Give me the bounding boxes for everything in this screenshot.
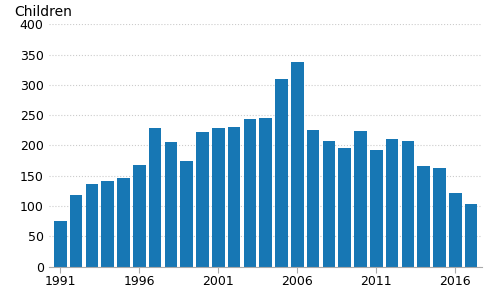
Text: Children: Children: [15, 5, 72, 19]
Bar: [70, 195, 82, 267]
Bar: [449, 193, 461, 267]
Bar: [259, 118, 272, 267]
Bar: [291, 62, 304, 267]
Bar: [323, 141, 335, 267]
Bar: [54, 221, 66, 267]
Bar: [275, 79, 288, 267]
Bar: [307, 130, 319, 267]
Bar: [212, 128, 224, 267]
Bar: [86, 184, 98, 267]
Bar: [101, 181, 114, 267]
Bar: [164, 142, 177, 267]
Bar: [149, 128, 161, 267]
Bar: [465, 204, 477, 267]
Bar: [401, 141, 414, 267]
Bar: [370, 150, 383, 267]
Bar: [196, 132, 209, 267]
Bar: [244, 119, 256, 267]
Bar: [417, 166, 430, 267]
Bar: [386, 139, 399, 267]
Bar: [433, 168, 446, 267]
Bar: [133, 165, 146, 267]
Bar: [228, 127, 241, 267]
Bar: [117, 178, 130, 267]
Bar: [338, 148, 351, 267]
Bar: [354, 131, 367, 267]
Bar: [181, 161, 193, 267]
